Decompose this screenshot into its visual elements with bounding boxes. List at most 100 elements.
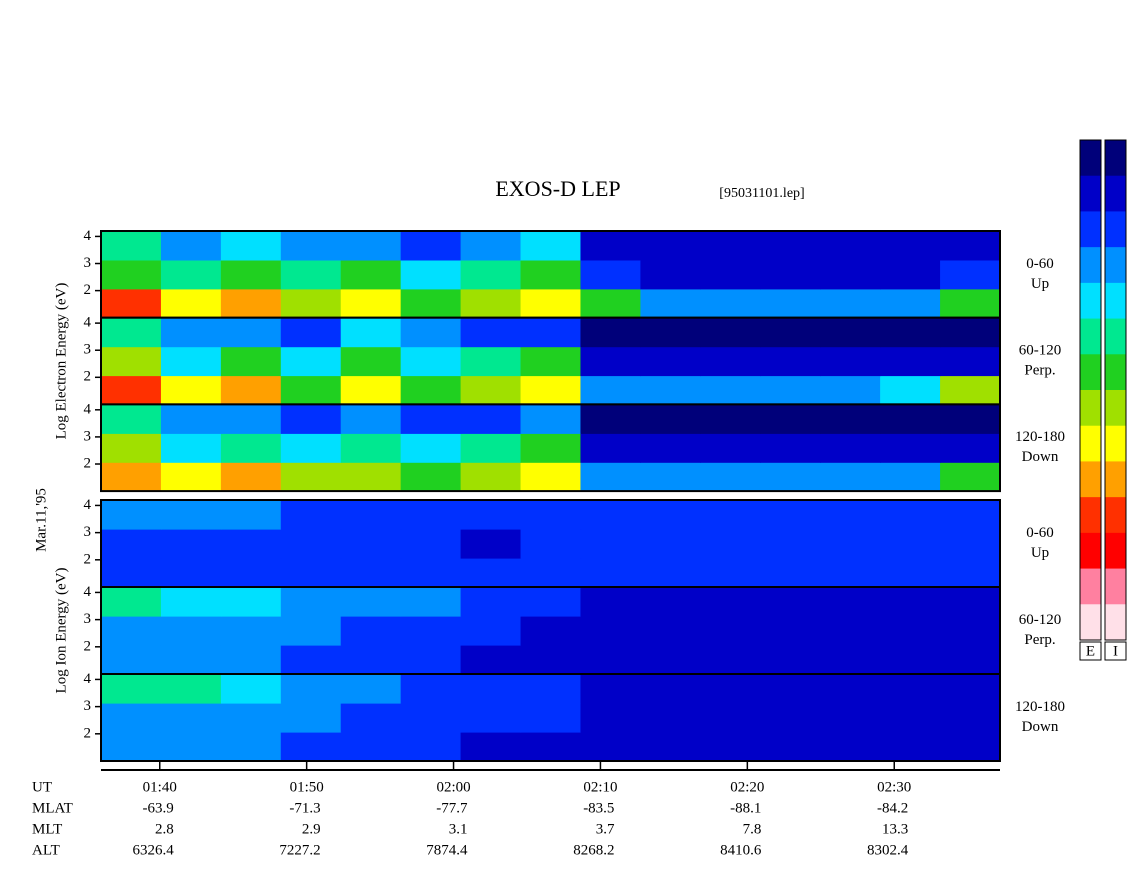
intensity-cell — [101, 558, 162, 588]
intensity-cell — [280, 317, 342, 348]
intensity-cell — [160, 558, 222, 588]
intensity-cell — [940, 259, 1001, 290]
intensity-cell — [820, 433, 881, 463]
intensity-cell — [700, 259, 761, 290]
intensity-cell — [160, 500, 222, 530]
info-value: 7874.4 — [426, 842, 468, 858]
y-axis-label: Log Ion Energy (eV) — [53, 568, 69, 694]
intensity-cell — [820, 346, 881, 377]
intensity-cell — [340, 645, 402, 675]
colorbar-segment — [1080, 354, 1101, 391]
intensity-cell — [940, 375, 1001, 405]
intensity-cell — [160, 375, 222, 405]
intensity-cell — [640, 346, 701, 377]
colorbar-segment — [1080, 497, 1101, 534]
intensity-cell — [580, 587, 641, 617]
colorbar-label: E — [1086, 643, 1095, 659]
x-tick-label: 02:00 — [436, 779, 470, 795]
intensity-cell — [101, 462, 162, 492]
intensity-cell — [101, 433, 162, 463]
intensity-cell — [820, 732, 881, 762]
intensity-cell — [880, 587, 941, 617]
intensity-cell — [520, 558, 582, 588]
intensity-cell — [940, 732, 1001, 762]
intensity-cell — [400, 529, 462, 559]
intensity-cell — [760, 433, 821, 463]
intensity-cell — [820, 500, 881, 530]
panel-label: 120-180 — [1015, 699, 1065, 715]
intensity-cell — [880, 529, 941, 559]
y-tick-label: 3 — [84, 524, 92, 540]
colorbar-segment — [1105, 247, 1126, 284]
intensity-cell — [340, 375, 402, 405]
x-tick-label: 01:40 — [143, 779, 177, 795]
intensity-cell — [880, 703, 941, 733]
intensity-cell — [880, 558, 941, 588]
y-tick-label: 4 — [84, 315, 92, 331]
intensity-cell — [220, 259, 282, 290]
intensity-cell — [640, 404, 701, 434]
intensity-cell — [280, 462, 342, 492]
info-value: -84.2 — [877, 800, 908, 816]
intensity-cell — [400, 259, 462, 290]
intensity-cell — [280, 732, 342, 762]
intensity-cell — [280, 346, 342, 377]
intensity-cell — [640, 259, 701, 290]
intensity-cell — [340, 616, 402, 646]
panel-frame — [100, 403, 1001, 493]
intensity-cell — [700, 645, 761, 675]
intensity-cell — [340, 288, 402, 319]
intensity-cell — [160, 259, 222, 290]
intensity-cell — [520, 375, 582, 405]
intensity-cell — [400, 732, 462, 762]
intensity-cell — [340, 558, 402, 588]
colorbar-frame — [1079, 139, 1102, 641]
intensity-cell — [220, 404, 282, 434]
intensity-cell — [820, 703, 881, 733]
intensity-cell — [460, 259, 522, 290]
intensity-cell — [820, 616, 881, 646]
intensity-cell — [340, 346, 402, 377]
intensity-cell — [460, 231, 522, 261]
colorbar-segment — [1105, 461, 1126, 498]
intensity-cell — [340, 732, 402, 762]
intensity-cell — [520, 587, 582, 617]
intensity-cell — [101, 645, 162, 675]
intensity-cell — [460, 500, 522, 530]
intensity-cell — [820, 462, 881, 492]
intensity-cell — [280, 404, 342, 434]
intensity-cell — [101, 500, 162, 530]
intensity-cell — [460, 587, 522, 617]
intensity-cell — [101, 529, 162, 559]
y-tick-label: 4 — [84, 401, 92, 417]
colorbar-segment — [1105, 532, 1126, 570]
intensity-cell — [340, 529, 402, 559]
intensity-cell — [400, 375, 462, 405]
intensity-cell — [340, 587, 402, 617]
intensity-cell — [101, 231, 162, 261]
colorbar-segment — [1105, 604, 1126, 641]
intensity-cell — [880, 288, 941, 319]
intensity-cell — [580, 375, 641, 405]
intensity-cell — [940, 404, 1001, 434]
intensity-cell — [760, 259, 821, 290]
intensity-cell — [760, 616, 821, 646]
info-value: 3.1 — [449, 821, 468, 837]
x-tick-label: 02:10 — [583, 779, 617, 795]
intensity-cell — [700, 462, 761, 492]
intensity-cell — [700, 346, 761, 377]
chart-title: EXOS-D LEP — [495, 176, 620, 201]
intensity-cell — [400, 703, 462, 733]
intensity-cell — [940, 674, 1001, 704]
colorbar-segment — [1105, 318, 1126, 355]
intensity-cell — [400, 500, 462, 530]
x-tick-label: 02:30 — [877, 779, 911, 795]
y-tick-label: 2 — [84, 551, 92, 567]
y-tick-label: 4 — [84, 671, 92, 687]
intensity-cell — [880, 462, 941, 492]
intensity-cell — [340, 231, 402, 261]
intensity-cell — [340, 703, 402, 733]
intensity-cell — [640, 732, 701, 762]
intensity-cell — [340, 674, 402, 704]
intensity-cell — [580, 433, 641, 463]
